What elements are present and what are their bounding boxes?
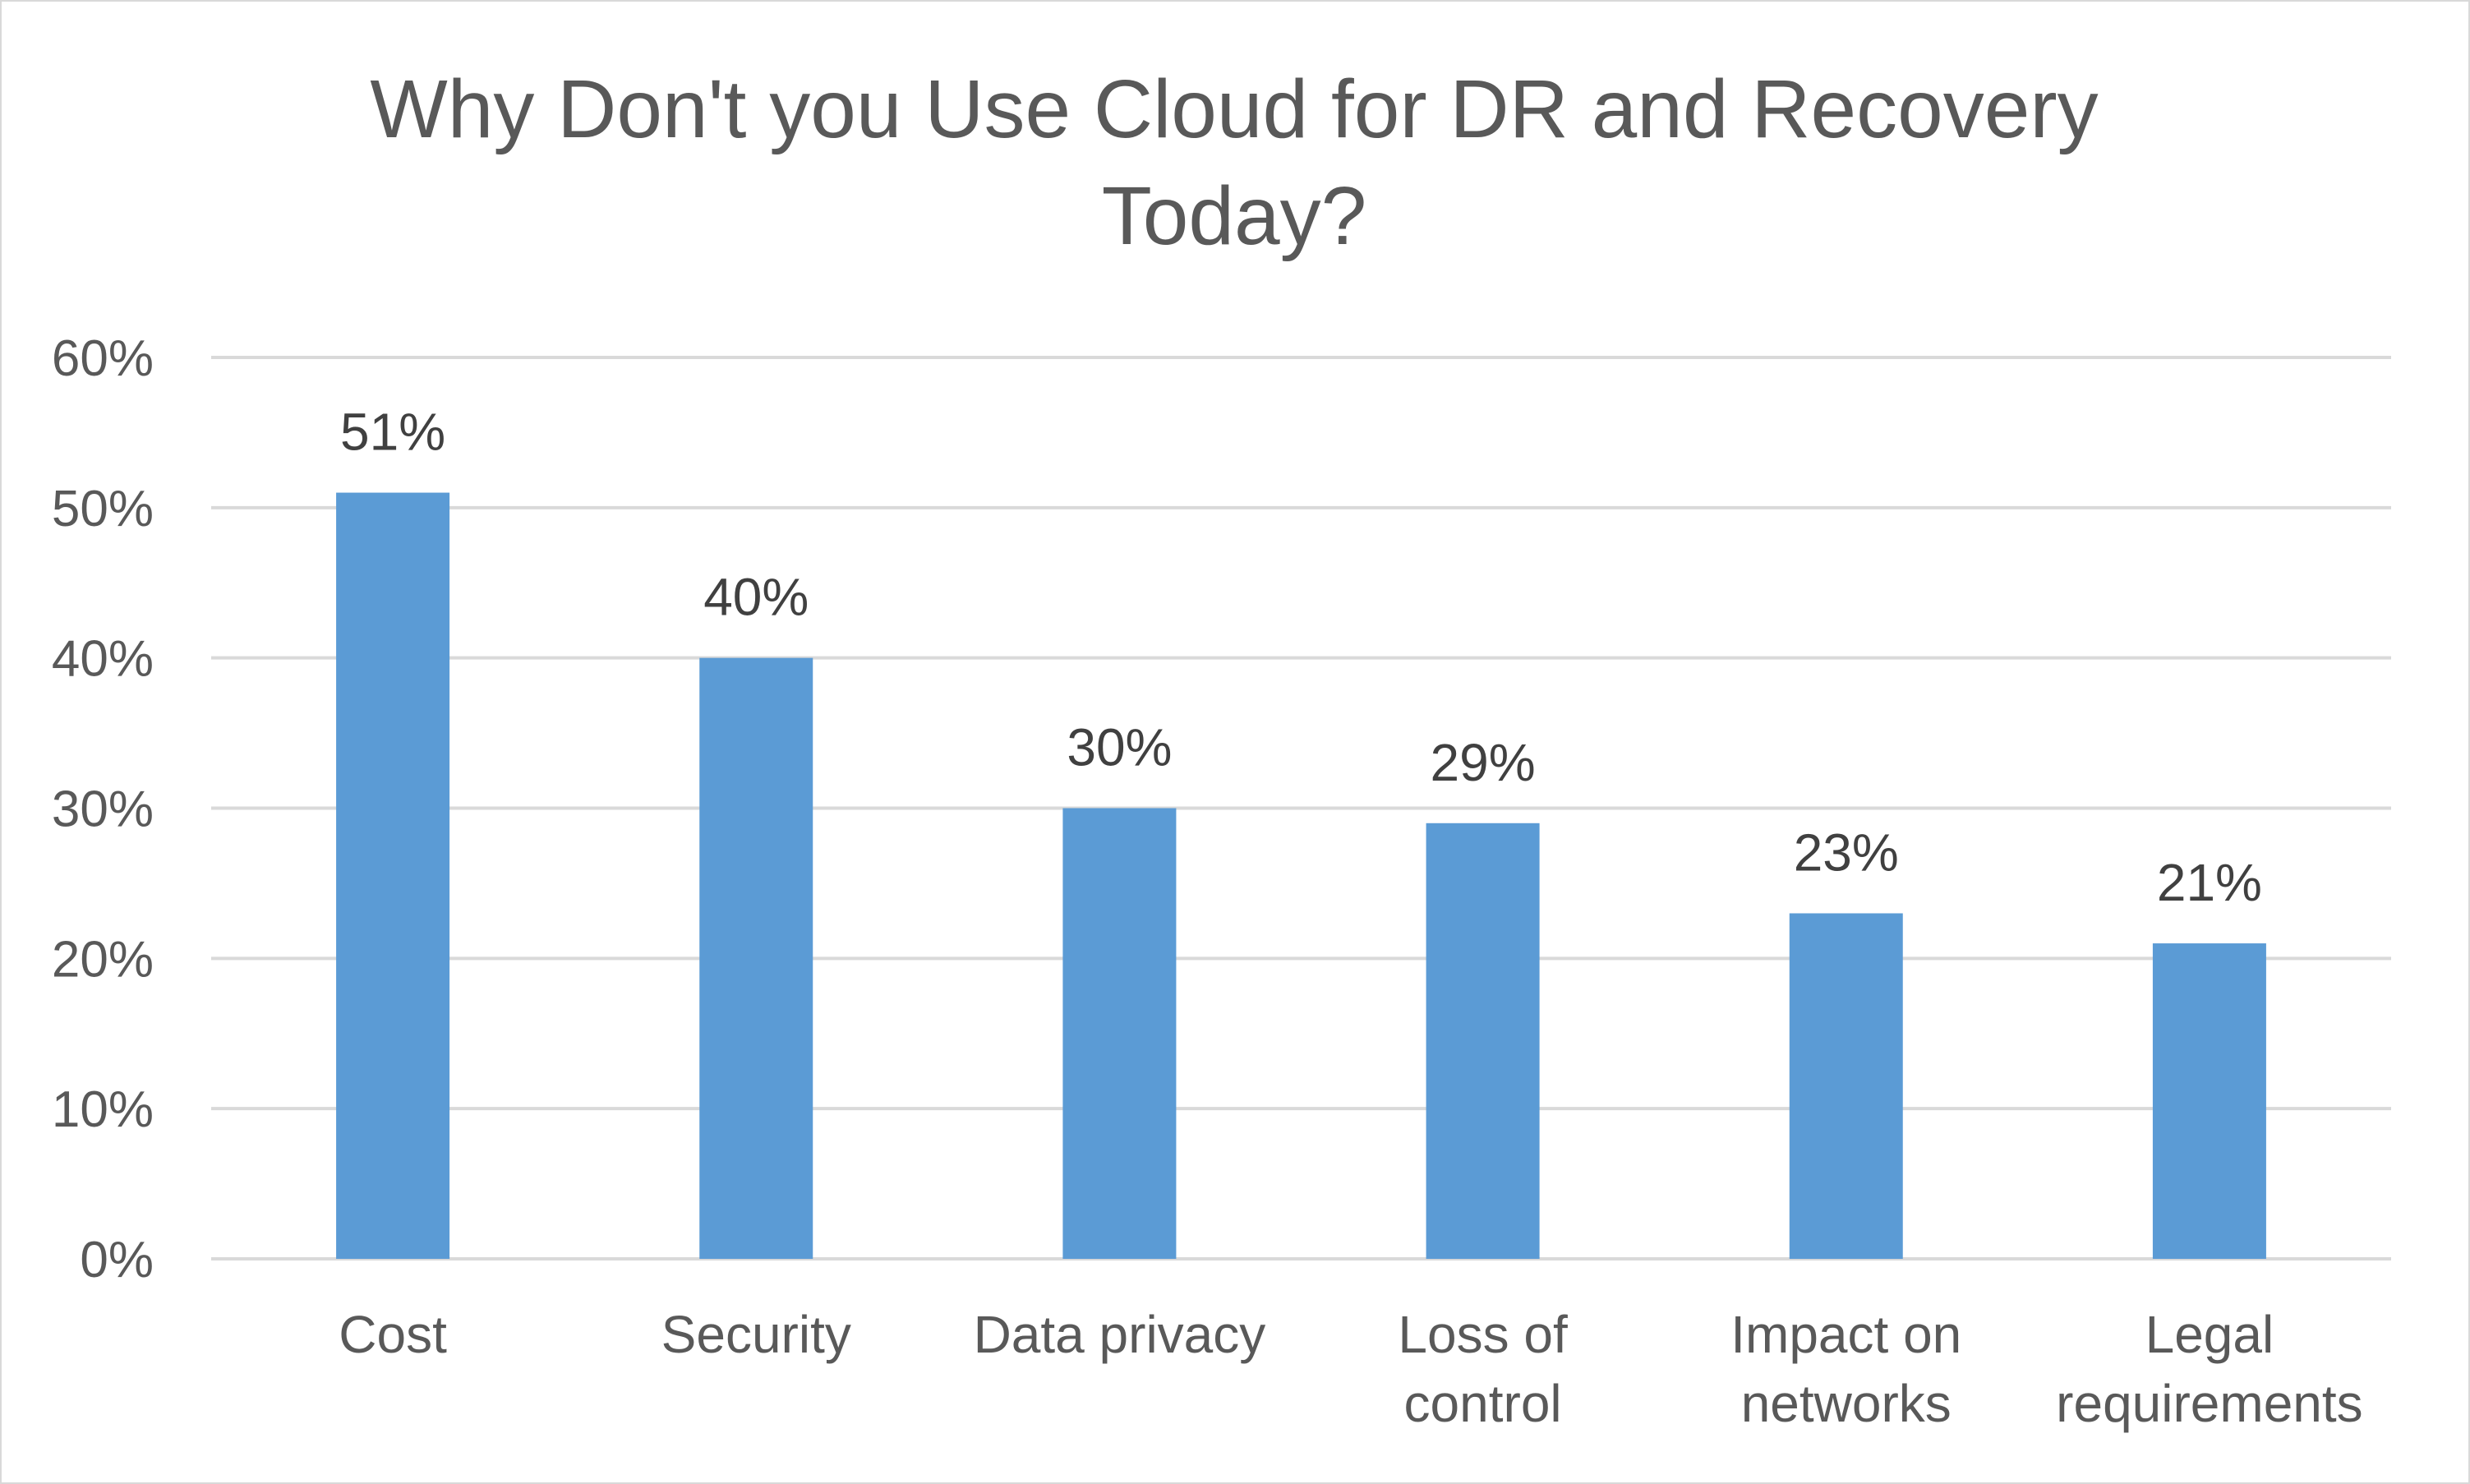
x-axis-category-labels: Cost Security Data privacy Loss of control Im… <box>339 1305 2362 1433</box>
bars <box>336 492 2266 1259</box>
gridlines <box>211 356 2391 1260</box>
bar <box>1062 808 1177 1259</box>
x-category-label: networks <box>1741 1374 1952 1433</box>
bar <box>2152 943 2266 1259</box>
data-label: 21% <box>2157 853 2262 912</box>
y-tick-label: 60% <box>52 330 154 387</box>
x-category-label: Security <box>661 1305 851 1364</box>
bar <box>699 657 813 1259</box>
y-tick-label: 0% <box>80 1232 154 1288</box>
x-category-label: Cost <box>339 1305 447 1364</box>
x-category-label: Legal <box>2145 1305 2274 1364</box>
y-axis-tick-labels: 0% 10% 20% 30% 40% 50% 60% <box>52 330 154 1288</box>
data-label: 23% <box>1794 823 1899 882</box>
y-tick-label: 40% <box>52 631 154 688</box>
chart-title-line: Why Don't you Use Cloud for DR and Recov… <box>370 63 2098 155</box>
y-tick-label: 50% <box>52 481 154 537</box>
chart-title: Why Don't you Use Cloud for DR and Recov… <box>370 63 2098 262</box>
chart-title-line: Today? <box>1102 170 1366 262</box>
y-tick-label: 30% <box>52 781 154 838</box>
data-label: 51% <box>340 403 445 462</box>
y-tick-label: 10% <box>52 1081 154 1138</box>
bar <box>1789 913 1903 1259</box>
x-category-label: requirements <box>2056 1374 2363 1433</box>
x-category-label: control <box>1404 1374 1562 1433</box>
bar <box>336 492 450 1259</box>
data-label: 40% <box>703 568 809 627</box>
x-category-label: Data privacy <box>974 1305 1266 1364</box>
x-category-label: Impact on <box>1730 1305 1961 1364</box>
bar <box>1426 823 1540 1259</box>
data-label: 29% <box>1431 733 1536 792</box>
data-labels: 51% 40% 30% 29% 23% 21% <box>340 403 2262 913</box>
data-label: 30% <box>1067 718 1172 777</box>
x-category-label: Loss of <box>1398 1305 1568 1364</box>
y-tick-label: 20% <box>52 931 154 988</box>
